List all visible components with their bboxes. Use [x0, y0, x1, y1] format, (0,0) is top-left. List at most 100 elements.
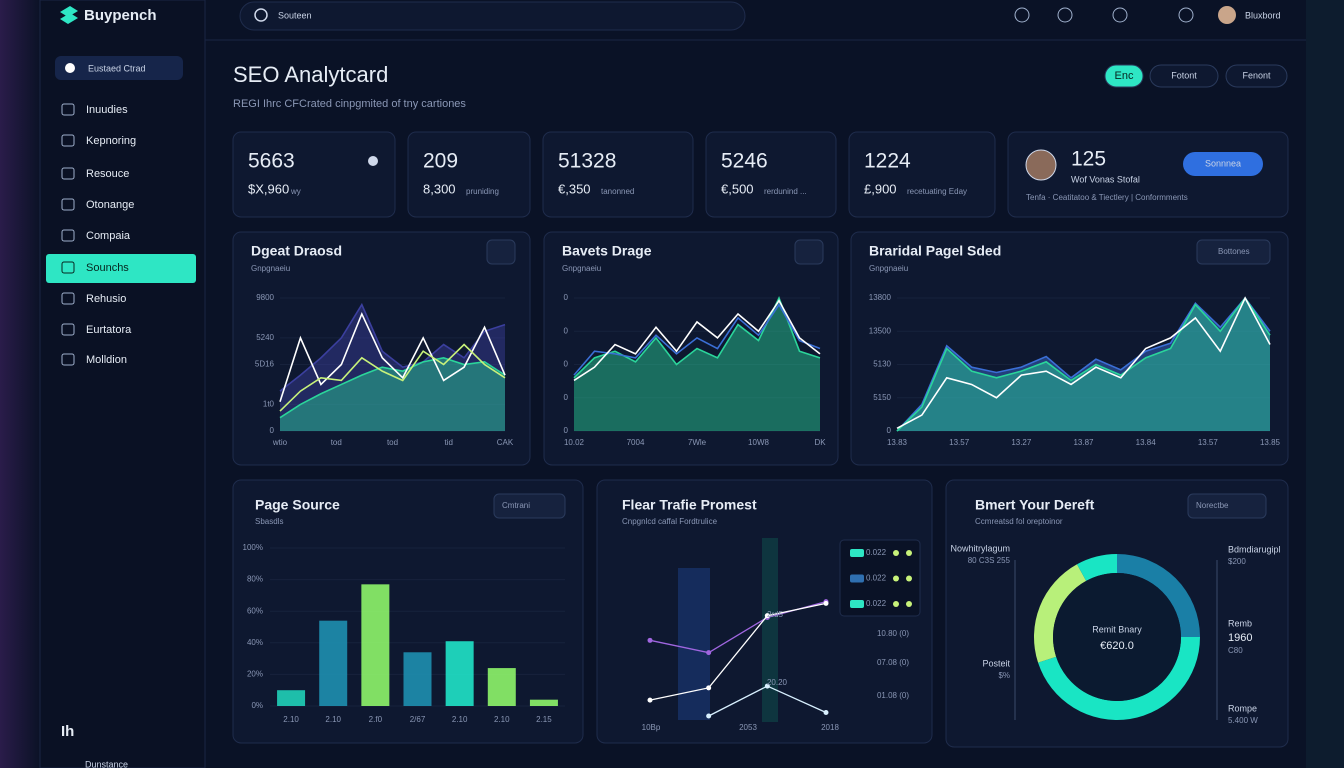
profile-button[interactable] — [1183, 152, 1263, 176]
nav-icon — [61, 353, 75, 366]
side-label: 5.400 W — [1228, 716, 1258, 725]
y-tick-label: 60% — [247, 606, 263, 615]
line — [279, 343, 506, 412]
page-subtitle: REGI Ihrc CFCrated cinpgmited of tny car… — [233, 98, 466, 110]
y-tick-label: 0 — [270, 426, 275, 435]
icon-button[interactable] — [1178, 7, 1194, 23]
legend-swatch — [850, 549, 864, 557]
header-button[interactable] — [1149, 64, 1219, 88]
user-name: Bluxbord — [1245, 10, 1281, 20]
icon-button[interactable] — [1112, 7, 1128, 23]
y-tick-label: 100% — [243, 543, 263, 552]
active-item[interactable] — [46, 254, 196, 283]
x-tick-label: 2/67 — [410, 715, 426, 724]
side-label: $200 — [1228, 557, 1246, 566]
dropdown[interactable] — [486, 239, 516, 265]
nav-item[interactable]: Otonange — [86, 199, 134, 211]
profile-value: 125 — [1071, 148, 1106, 171]
kpi-sub: £,900 — [864, 181, 897, 196]
nav-item[interactable]: Compaia — [86, 230, 131, 242]
chart-title: Bavets Drage — [562, 243, 652, 259]
side-label: 1960 — [1228, 632, 1252, 644]
profile-button-label[interactable]: Sonnnea — [1205, 158, 1241, 168]
area — [897, 298, 1270, 431]
chart-subtitle: Gnpgnaeiu — [562, 264, 601, 273]
x-tick-label: 2053 — [739, 723, 757, 732]
dropdown[interactable] — [1196, 239, 1271, 265]
donut-segment — [1077, 554, 1117, 581]
search-box[interactable] — [239, 1, 746, 31]
annotation: 2rd5 — [767, 610, 784, 619]
nav-item[interactable]: Kepnoring — [86, 135, 136, 147]
line — [573, 299, 821, 382]
area — [897, 298, 1270, 431]
y-tick-label: 13800 — [869, 293, 892, 302]
legend-swatch — [850, 574, 864, 583]
dropdown[interactable] — [794, 239, 824, 265]
header-button-label: Enc — [1115, 70, 1134, 82]
kpi-sub: 8,300 — [423, 181, 456, 196]
nav-icon — [61, 167, 75, 180]
x-tick-label: 2.15 — [536, 715, 552, 724]
axis-label: 10.80 (0) — [877, 629, 909, 638]
panel — [848, 131, 996, 218]
y-tick-label: 40% — [247, 638, 263, 647]
sidebar-button[interactable] — [55, 56, 183, 80]
legend-dot — [906, 550, 912, 556]
header-button[interactable] — [1225, 64, 1288, 88]
chart-subtitle: Gnpgnaeiu — [251, 264, 290, 273]
nav-item[interactable]: Rehusio — [86, 293, 126, 305]
x-tick-label: 7004 — [627, 438, 645, 447]
donut-hole — [1053, 573, 1181, 701]
donut-segment — [1117, 554, 1200, 637]
y-tick-label: 5130 — [873, 360, 891, 369]
avatar[interactable] — [1218, 6, 1236, 24]
icon-button[interactable] — [1014, 7, 1030, 23]
header-button[interactable] — [1104, 64, 1144, 88]
line — [649, 602, 827, 701]
dropdown[interactable] — [1187, 493, 1267, 519]
legend-label: 0.022 — [866, 548, 887, 557]
nav-item[interactable]: Resouce — [86, 168, 129, 180]
side-label: Bdmdiarugipl — [1228, 544, 1281, 554]
donut-segment — [1034, 564, 1087, 663]
sidebar-button-label: Eustaed Ctrad — [88, 63, 146, 73]
nav-item[interactable]: Eurtatora — [86, 324, 132, 336]
kpi-value: 51328 — [558, 150, 616, 173]
nav-item[interactable]: Sounchs — [86, 262, 129, 274]
nav-icon — [61, 198, 75, 211]
edge — [1306, 0, 1344, 768]
nav-icon — [61, 134, 75, 147]
x-tick-label: 2018 — [821, 723, 839, 732]
side-label: Rompe — [1228, 703, 1257, 713]
bar — [277, 690, 306, 706]
x-tick-label: 2.10 — [325, 715, 341, 724]
y-tick-label: 0 — [564, 393, 569, 402]
y-tick-label: 0 — [564, 293, 569, 302]
y-tick-label: 0 — [564, 326, 569, 335]
nav-item[interactable]: Molldion — [86, 354, 127, 366]
dropdown-label: Norectbe — [1196, 501, 1229, 510]
profile-name: Wof Vonas Stofal — [1071, 174, 1140, 184]
chart-title: Bmert Your Dereft — [975, 497, 1095, 513]
legend-label: 0.022 — [866, 599, 887, 608]
center-value: €620.0 — [1100, 640, 1134, 652]
y-tick-label: 0 — [564, 360, 569, 369]
nav-item[interactable]: Inuudies — [86, 104, 128, 116]
profile-caption: Tenfa · Ceatitatoo & Tiectlery | Conform… — [1026, 193, 1188, 202]
kpi-value: 209 — [423, 150, 458, 173]
icon-button[interactable] — [1057, 7, 1073, 23]
dropdown-label: Bottones — [1218, 247, 1250, 256]
search-placeholder: Souteen — [278, 10, 312, 20]
side-label: C80 — [1228, 646, 1243, 655]
kpi-sub: €,350 — [558, 181, 591, 196]
bar — [445, 641, 474, 706]
dropdown[interactable] — [493, 493, 566, 519]
annotation: 20.20 — [767, 678, 788, 687]
line — [573, 303, 821, 376]
y-tick-label: 0 — [887, 426, 892, 435]
legend-label: 0.022 — [866, 574, 887, 583]
header-button-label: Fotont — [1171, 70, 1197, 80]
